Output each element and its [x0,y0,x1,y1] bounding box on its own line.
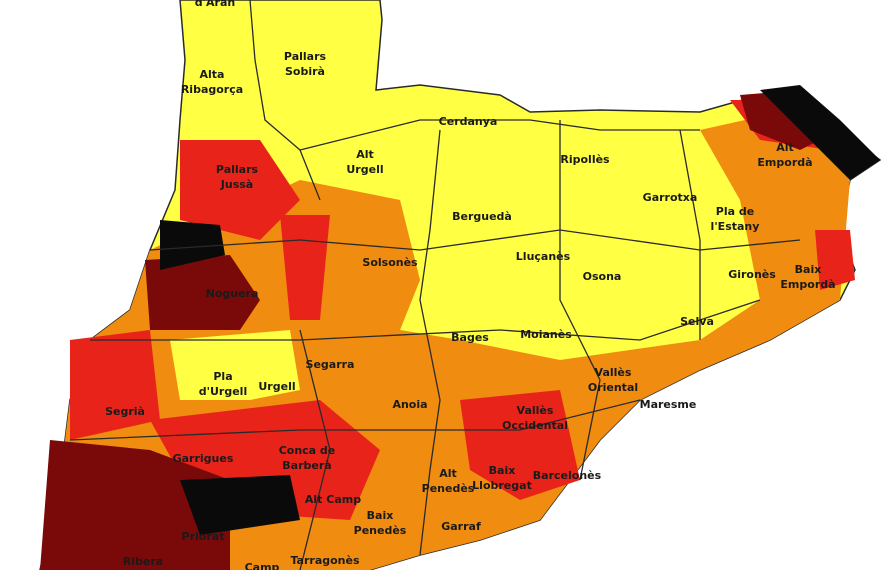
region-label: Solsonès [362,256,418,269]
region-label: Alt [776,141,794,154]
border [299,119,700,151]
region-label: Baix [795,263,822,276]
region-label: Bages [451,331,489,344]
region-label: Pallars [284,50,327,63]
labels: d'Aran Pallars Sobirà Alta Ribagorça Cerdanya… [105,0,836,570]
zone-black [180,475,300,535]
region-label: Jussà [220,178,253,191]
region-label: Tarragonès [290,554,360,567]
region-label: Ribagorça [181,83,243,96]
zone-yellow [170,330,300,400]
zone-red [180,140,300,240]
region-label: Pallars [216,163,259,176]
region-label: Lluçanès [516,250,571,263]
border [299,329,331,570]
region-label: l'Estany [711,220,760,233]
region-label: Pla de [716,205,754,218]
region-label: Empordà [780,278,835,291]
region-label: Alt [439,467,457,480]
border [69,399,641,441]
region-label: Penedès [354,524,407,537]
region-label: Alt [356,148,374,161]
region-label: Baix [367,509,394,522]
border [149,229,801,251]
zone-red [815,230,855,290]
region-label: Segrià [105,405,145,418]
region-label: Moianès [520,328,572,341]
region-label: Occidental [502,419,568,432]
zone-orange [700,110,850,300]
region-label: Conca de [279,444,336,457]
zone-red [70,330,160,440]
border [679,129,701,340]
region-label: Anoia [392,398,427,411]
region-label: Osona [583,270,622,283]
region-label: Camp [245,561,280,570]
region-label: Cerdanya [439,115,498,128]
region-label: d'Urgell [199,385,247,398]
zone-darkred [40,440,230,570]
border [249,0,321,201]
region-label: Sobirà [285,65,325,78]
region-label: Alta [200,68,225,81]
region-label: Baix [489,464,516,477]
region-label: Vallès [517,404,554,417]
region-label: Vallès [595,366,632,379]
region-label: d'Aran [195,0,235,9]
region-label: Barberà [282,459,331,472]
region-label: Urgell [258,380,295,393]
region-label: Ripollès [560,153,610,166]
region-label: Alt Camp [305,493,361,506]
region-label: Gironès [728,268,776,281]
zone-black [760,85,880,180]
region-label: Garraf [441,520,481,533]
region-label: Garrotxa [643,191,698,204]
region-label: Empordà [757,156,812,169]
region-label: Penedès [422,482,475,495]
zone-black [160,220,225,270]
region-label: Priorat [182,530,225,543]
region-label: Pla [213,370,232,383]
zone-red [460,390,580,500]
region-label: Maresme [640,398,697,411]
region-label: Urgell [346,163,383,176]
region-label: Oriental [588,381,638,394]
region-label: Ribera [123,555,163,568]
region-label: Segarra [306,358,355,371]
map-shapes [39,0,882,570]
region-label: Llobregat [472,479,532,492]
region-label: Barcelonès [533,469,602,482]
border [419,129,441,556]
border [559,120,601,481]
region-label: Garrigues [173,452,234,465]
region-label: Noguera [206,287,259,300]
region-label: Berguedà [452,210,512,223]
zone-darkred [145,255,260,330]
border [90,299,761,341]
region-label: Selva [680,315,714,328]
